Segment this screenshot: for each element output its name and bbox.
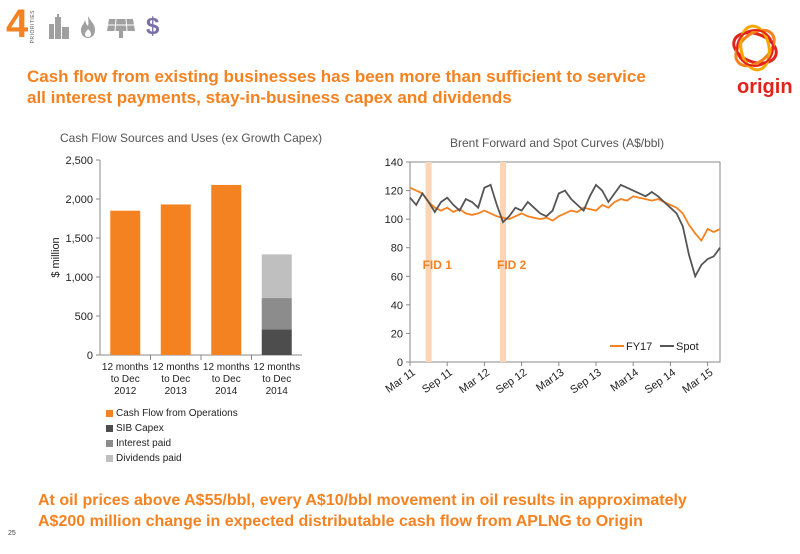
- legend-label: SIB Capex: [116, 423, 164, 434]
- legend-swatch: [106, 410, 113, 417]
- footer-line-1: At oil prices above A$55/bbl, every A$10…: [38, 492, 687, 509]
- line-x-tick-label: Sep 14: [643, 367, 678, 397]
- line-x-tick-label: Mar 15: [680, 367, 715, 396]
- bar-category-label: 2014: [215, 386, 238, 397]
- line-y-tick-label: 60: [391, 271, 403, 283]
- legend-label: Dividends paid: [116, 453, 182, 464]
- fid-label: FID 1: [423, 258, 453, 272]
- bar-legend-item: Dividends paid: [106, 451, 238, 466]
- bar-y-tick-label: 2,000: [65, 194, 93, 206]
- bar-category-label: to Dec: [111, 374, 140, 385]
- bar-category-label: 12 months: [203, 362, 250, 373]
- priorities-icons: $: [48, 12, 159, 42]
- line-y-tick-label: 20: [391, 328, 403, 340]
- bar-legend-item: Cash Flow from Operations: [106, 406, 238, 421]
- bar-y-tick-label: 500: [75, 311, 93, 323]
- bar-chart-title: Cash Flow Sources and Uses (ex Growth Ca…: [60, 131, 323, 145]
- series-line: [409, 186, 721, 243]
- origin-logo-icon: [732, 24, 778, 72]
- bar-segment: [261, 298, 292, 330]
- line-x-tick-label: Sep 12: [494, 367, 529, 397]
- bar-segment: [211, 184, 242, 355]
- line-x-tick-label: Mar 11: [383, 367, 417, 396]
- legend-label: Interest paid: [116, 438, 172, 449]
- footer-line-2: A$200 million change in expected distrib…: [38, 513, 643, 530]
- priorities-number: 4: [6, 2, 29, 46]
- brand-name: origin: [737, 76, 793, 98]
- line-y-tick-label: 140: [385, 157, 403, 169]
- bar-y-tick-label: 2,500: [65, 155, 93, 167]
- bar-y-axis-label: $ million: [50, 237, 62, 277]
- line-x-tick-label: Sep 13: [568, 367, 603, 397]
- bar-category-label: 12 months: [253, 362, 300, 373]
- bar-category-label: 2014: [266, 386, 289, 397]
- legend-swatch: [106, 440, 113, 447]
- bar-chart: 0 500 1,000 1,500 2,000 2,500 $ million 12 mont…: [50, 155, 302, 397]
- bar-category-label: 12 months: [152, 362, 199, 373]
- line-x-tick-label: Sep 11: [420, 367, 455, 396]
- bar-category-label: to Dec: [262, 374, 291, 385]
- fid-label: FID 2: [497, 258, 527, 272]
- bar-legend-item: SIB Capex: [106, 421, 238, 436]
- bar-chart-legend: Cash Flow from Operations SIB Capex Intere…: [106, 406, 238, 466]
- bar-segment: [261, 254, 292, 299]
- bar-segment: [261, 329, 292, 355]
- bar-y-tick-label: 1,000: [65, 272, 93, 284]
- fid-band: [425, 162, 432, 362]
- bar-category-label: to Dec: [212, 374, 241, 385]
- line-y-tick-label: 80: [391, 243, 403, 255]
- bar-category-label: 2013: [165, 386, 188, 397]
- bar-segment: [110, 210, 141, 355]
- bar-legend-item: Interest paid: [106, 436, 238, 451]
- flame-icon: [81, 16, 95, 38]
- line-y-tick-label: 0: [397, 357, 403, 369]
- bar-category-label: 2012: [114, 386, 137, 397]
- line-y-tick-label: 100: [385, 214, 403, 226]
- line-x-tick-label: Mar13: [534, 367, 566, 395]
- line-chart-title: Brent Forward and Spot Curves (A$/bbl): [450, 136, 665, 150]
- line-chart: 0 20 40 60 80 100 120 140 FID 1 FID 2 Mar 11 Sep 11…: [383, 157, 721, 397]
- title-line-1: Cash flow from existing businesses has b…: [27, 67, 646, 86]
- footer-statement: At oil prices above A$55/bbl, every A$10…: [38, 490, 798, 532]
- city-icon: [49, 14, 69, 39]
- dollar-icon: $: [146, 13, 160, 40]
- fid-band: [500, 162, 506, 362]
- legend-label: Cash Flow from Operations: [116, 408, 238, 419]
- bar-y-tick-label: 1,500: [65, 233, 93, 245]
- line-plot-frame: [409, 161, 721, 363]
- line-y-tick-label: 40: [391, 300, 403, 312]
- legend-swatch: [106, 425, 113, 432]
- page-title: Cash flow from existing businesses has b…: [27, 66, 687, 108]
- line-x-tick-label: Mar 12: [457, 367, 492, 396]
- page-number: 25: [8, 530, 16, 537]
- line-legend-label: Spot: [676, 341, 699, 353]
- bar-category-label: 12 months: [102, 362, 149, 373]
- solar-panel-icon: [107, 18, 135, 38]
- line-y-tick-label: 120: [385, 186, 403, 198]
- bar-category-label: to Dec: [161, 374, 190, 385]
- title-line-2: all interest payments, stay-in-business …: [27, 88, 512, 107]
- line-x-tick-label: Mar14: [608, 367, 640, 395]
- bar-segment: [160, 204, 191, 355]
- line-legend-label: FY17: [626, 341, 652, 353]
- bar-y-tick-label: 0: [87, 350, 93, 362]
- series-line: [409, 183, 721, 279]
- priorities-label: PRIORITIES: [30, 10, 36, 44]
- legend-swatch: [106, 455, 113, 462]
